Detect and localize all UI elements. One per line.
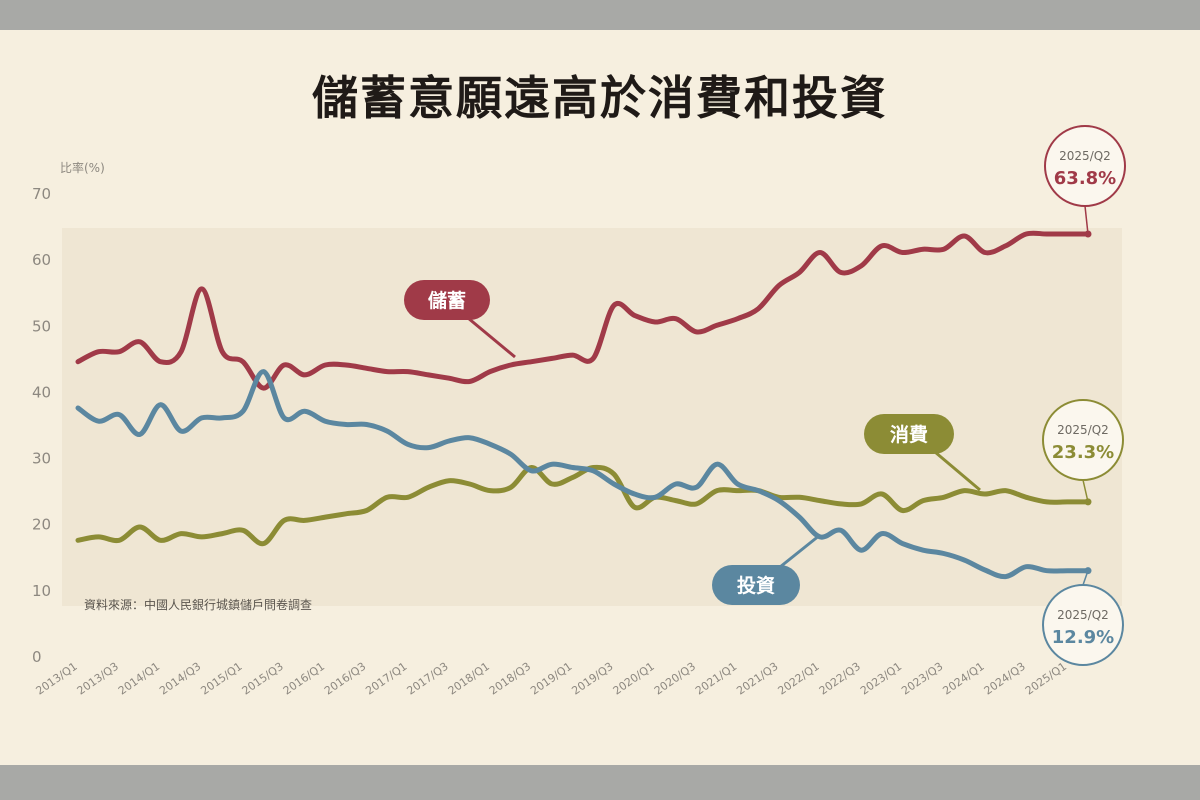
annotation-bubble-consumption xyxy=(1042,399,1124,481)
series-line-consumption xyxy=(75,464,1091,547)
end-annotations: 2025/Q2 63.8% 2025/Q2 23.3% 2025/Q2 12.9% xyxy=(1042,125,1126,666)
chart-title: 儲蓄意願遠高於消費和投資 xyxy=(312,71,888,125)
y-tick-label: 10 xyxy=(32,582,51,600)
series-label-pill-saving xyxy=(404,280,490,320)
annotation-value-investment: 12.9% xyxy=(1052,627,1114,648)
x-tick-label: 2016/Q3 xyxy=(322,660,368,698)
annotation-bubble-investment xyxy=(1042,584,1124,666)
x-tick-label: 2023/Q3 xyxy=(899,660,945,698)
y-axis: 比率(%) 0 10 20 30 40 50 60 70 xyxy=(32,160,105,666)
series-end-point-saving xyxy=(1084,230,1092,238)
x-tick-label: 2019/Q1 xyxy=(528,660,574,698)
x-tick-label: 2021/Q1 xyxy=(693,660,739,698)
source-note: 資料來源：中國人民銀行城鎮儲戶問卷調查 xyxy=(84,598,313,612)
series-label-saving: 儲蓄 xyxy=(428,289,466,312)
annotation-bubble-saving xyxy=(1044,125,1126,207)
x-tick-label: 2018/Q1 xyxy=(446,660,492,698)
annotation-date-consumption: 2025/Q2 xyxy=(1057,423,1109,437)
x-tick-label: 2014/Q1 xyxy=(116,660,162,698)
y-tick-label: 60 xyxy=(32,251,51,269)
annotation-date-investment: 2025/Q2 xyxy=(1057,608,1109,622)
label-pointer-investment xyxy=(779,533,821,569)
annotation-value-consumption: 23.3% xyxy=(1052,442,1114,463)
y-tick-label: 70 xyxy=(32,185,51,203)
y-tick-label: 20 xyxy=(32,516,51,534)
y-tick-label: 0 xyxy=(32,648,42,666)
annotation-connector-consumption xyxy=(1082,479,1089,503)
x-tick-label: 2022/Q1 xyxy=(776,660,822,698)
y-tick-label: 30 xyxy=(32,450,51,468)
x-axis: 2013/Q12013/Q32014/Q12014/Q32015/Q12015/… xyxy=(33,660,1069,698)
x-tick-label: 2021/Q3 xyxy=(734,660,780,698)
series-label-consumption: 消費 xyxy=(890,423,928,446)
annotation-value-saving: 63.8% xyxy=(1054,168,1116,189)
x-tick-label: 2020/Q3 xyxy=(652,660,698,698)
x-tick-label: 2016/Q1 xyxy=(281,660,327,698)
line-chart: 比率(%) 0 10 20 30 40 50 60 70 2013/Q12013/Q32014… xyxy=(32,125,1126,698)
x-tick-label: 2015/Q3 xyxy=(240,660,286,698)
y-tick-label: 50 xyxy=(32,317,51,335)
x-tick-label: 2024/Q1 xyxy=(940,660,986,698)
x-tick-label: 2019/Q3 xyxy=(569,660,615,698)
label-pointer-consumption xyxy=(934,450,981,492)
series-lines xyxy=(75,230,1091,580)
series-line-saving xyxy=(75,230,1091,391)
x-tick-label: 2025/Q1 xyxy=(1023,660,1069,698)
annotation-connector-saving xyxy=(1084,205,1089,235)
series-label-investment: 投資 xyxy=(737,574,775,597)
x-tick-label: 2018/Q3 xyxy=(487,660,533,698)
annotation-date-saving: 2025/Q2 xyxy=(1059,149,1111,163)
series-line-investment xyxy=(75,369,1091,580)
x-tick-label: 2017/Q3 xyxy=(404,660,450,698)
series-label-pill-consumption xyxy=(864,414,954,454)
series-end-point-consumption xyxy=(1084,498,1092,506)
y-axis-label: 比率(%) xyxy=(60,160,105,175)
x-tick-label: 2017/Q1 xyxy=(363,660,409,698)
label-pointer-saving xyxy=(467,316,516,359)
series-label-pill-investment xyxy=(712,565,800,605)
x-tick-label: 2022/Q3 xyxy=(817,660,863,698)
x-tick-label: 2015/Q1 xyxy=(198,660,244,698)
x-tick-label: 2020/Q1 xyxy=(611,660,657,698)
y-tick-label: 40 xyxy=(32,383,51,401)
x-tick-label: 2014/Q3 xyxy=(157,660,203,698)
x-tick-label: 2024/Q3 xyxy=(982,660,1028,698)
x-tick-label: 2023/Q1 xyxy=(858,660,904,698)
x-tick-label: 2013/Q3 xyxy=(75,660,121,698)
series-end-point-investment xyxy=(1084,567,1092,575)
